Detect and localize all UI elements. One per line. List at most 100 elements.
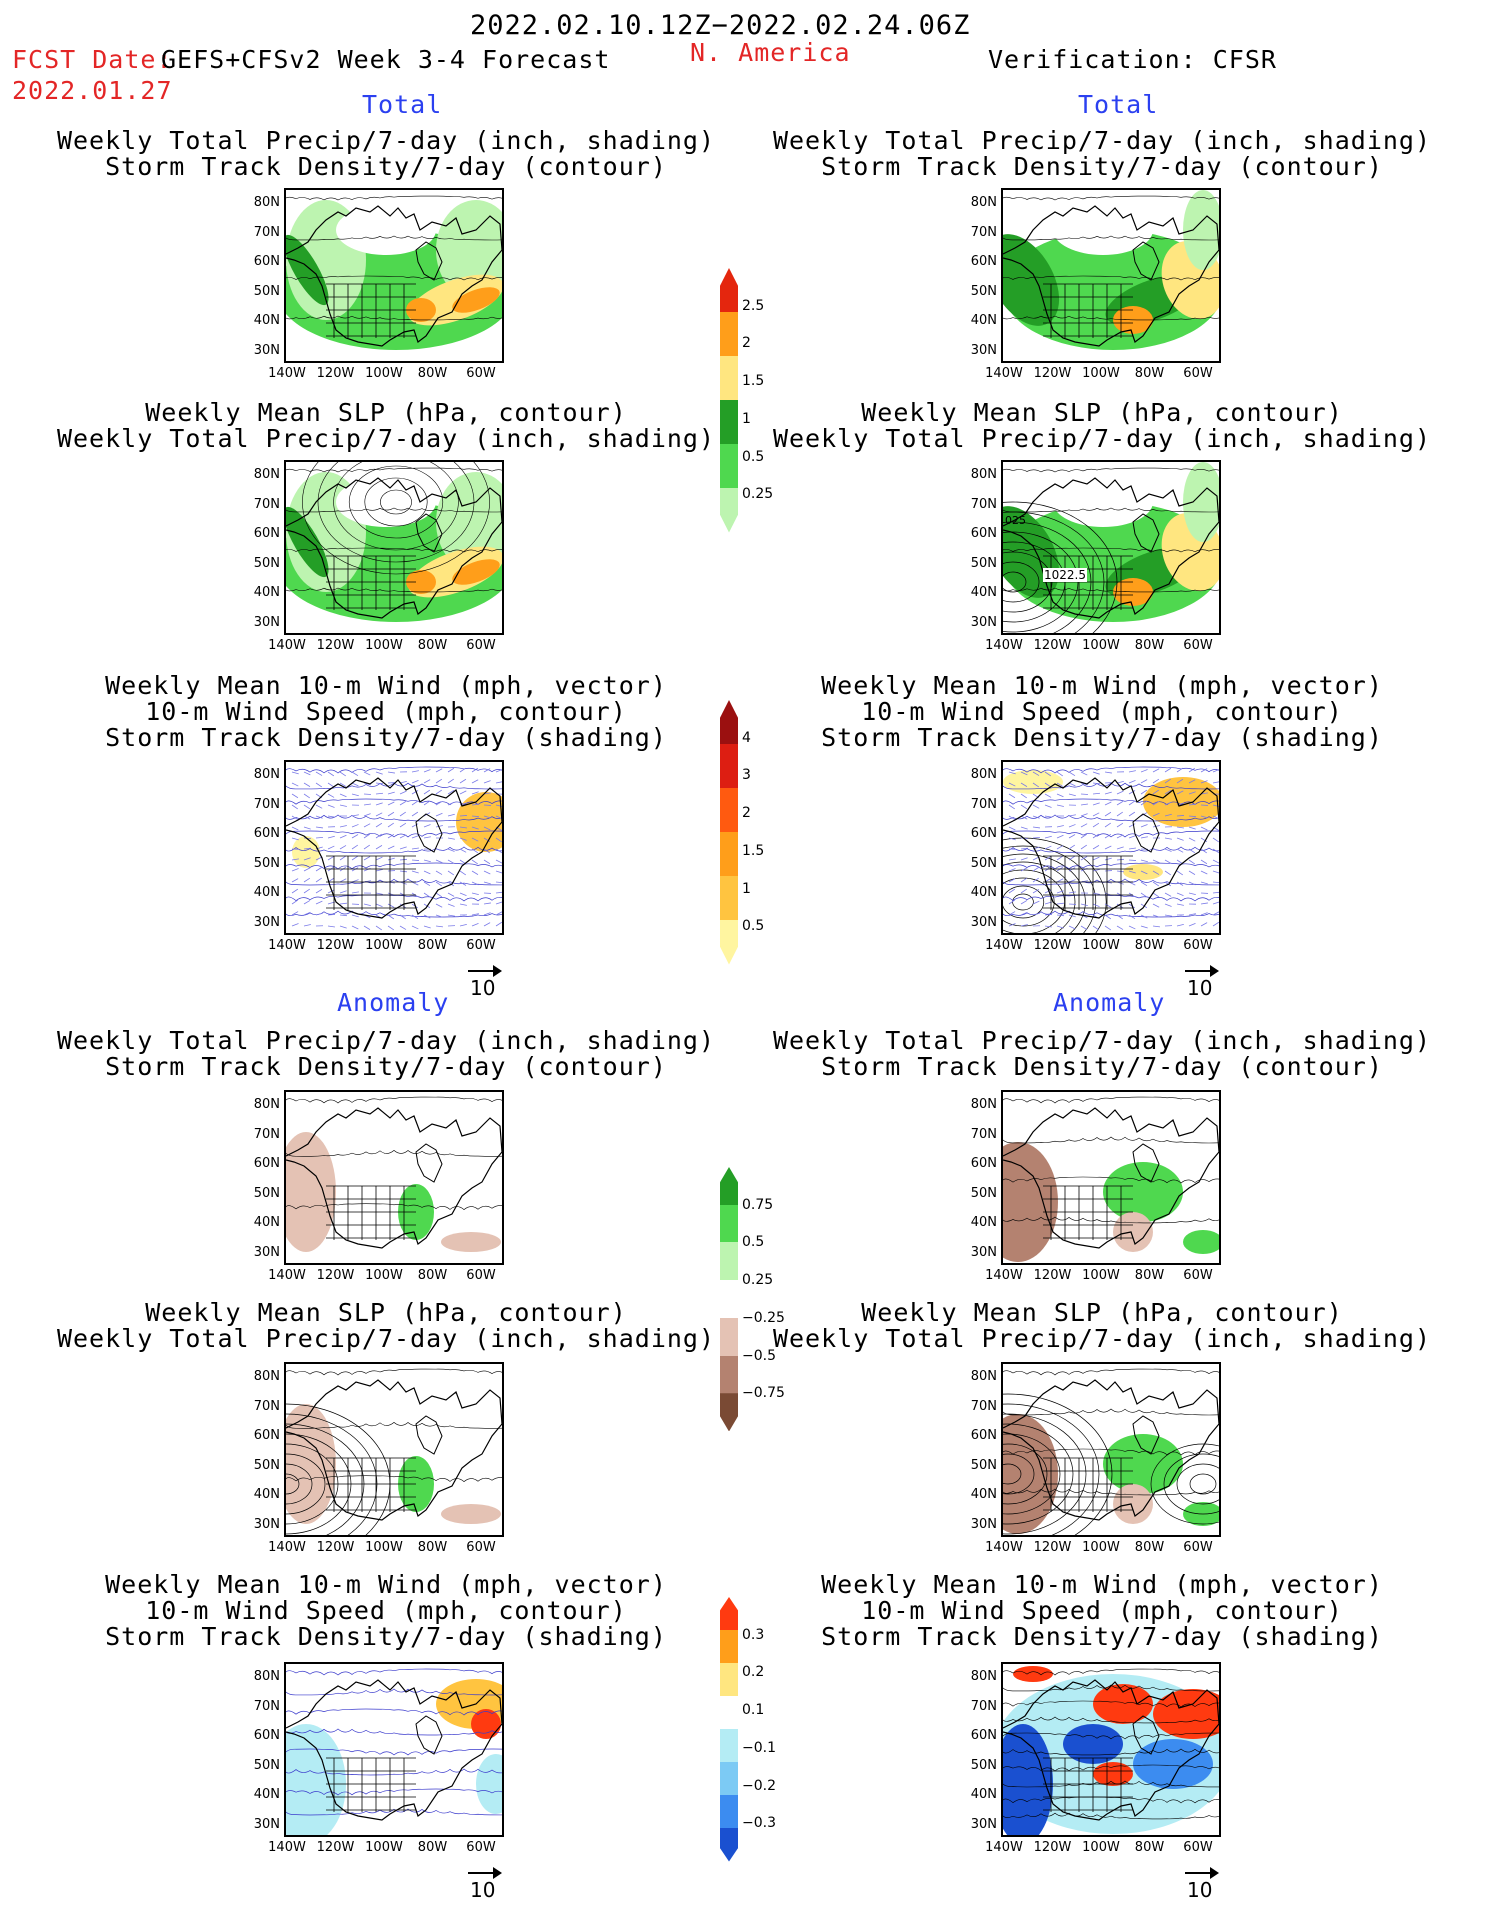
colorbar-label: 0.75 (742, 1196, 774, 1213)
colorbar-label: 0.3 (742, 1626, 765, 1643)
fcst-date-label: FCST Date: (12, 45, 173, 74)
map-canvas (1003, 1096, 1219, 1262)
lon-tick-label: 60W (1183, 1540, 1213, 1555)
map-canvas (286, 1096, 502, 1252)
vector-ref-arrow (468, 965, 502, 977)
lat-tick-label: 80N (253, 1097, 280, 1112)
colorbar-label: 0.5 (742, 918, 765, 935)
map-canvas (286, 1368, 502, 1535)
colorbar-label: −0.5 (742, 1347, 776, 1364)
lat-tick-label: 70N (970, 496, 997, 512)
map-canvas (286, 766, 502, 931)
lat-tick-label: 50N (253, 855, 280, 871)
lat-tick-label: 40N (253, 885, 280, 900)
colorbar-label: 0.25 (742, 486, 774, 503)
slp-contour-label: 1022.5 (1043, 568, 1087, 582)
lat-tick-label: 70N (970, 796, 997, 812)
map-canvas (1003, 1368, 1219, 1535)
colorbar-precip_total (720, 268, 738, 533)
lat-tick-label: 30N (253, 342, 280, 358)
lon-tick-label: 60W (466, 1268, 496, 1283)
lon-tick-label: 80W (417, 1268, 448, 1283)
lon-tick-label: 120W (316, 638, 355, 653)
colorbar-cell (720, 1696, 738, 1730)
map-fcst-total-precip (284, 188, 504, 363)
lat-tick-label: 40N (970, 1787, 997, 1802)
panel-title-verif-total-slp: Weekly Mean SLP (hPa, contour) Weekly Tot… (772, 398, 1432, 453)
lat-tick-label: 80N (253, 767, 280, 782)
lat-tick-label: 80N (253, 1369, 280, 1384)
lon-tick-label: 80W (1134, 366, 1165, 381)
lat-tick-label: 80N (970, 195, 997, 210)
colorbar-label: 1.5 (742, 842, 765, 859)
map-canvas (286, 462, 502, 622)
colorbar-label: 0.2 (742, 1664, 765, 1681)
anomaly-label-right: Anomaly (1053, 988, 1166, 1017)
map-fcst-anom-slp (284, 1362, 504, 1537)
colorbar-label: 0.25 (742, 1272, 774, 1289)
colorbar-label: 0.5 (742, 448, 765, 465)
lat-tick-label: 80N (253, 467, 280, 482)
lat-tick-label: 50N (253, 555, 280, 571)
colorbar-cell (720, 832, 738, 877)
lat-tick-label: 30N (253, 914, 280, 930)
lat-tick-label: 50N (970, 1457, 997, 1473)
colorbar-label: 2.5 (742, 297, 765, 314)
lon-tick-label: 120W (316, 366, 355, 381)
lat-tick-label: 60N (970, 1428, 997, 1443)
lat-tick-label: 80N (970, 1669, 997, 1684)
colorbar-label: 2 (742, 335, 751, 352)
colorbar-label: 1 (742, 880, 751, 897)
map-fcst-total-slp (284, 460, 504, 635)
lon-tick-label: 80W (1134, 938, 1165, 953)
colorbar-label: 4 (742, 729, 751, 746)
lat-tick-label: 60N (970, 254, 997, 269)
lat-tick-label: 30N (253, 1516, 280, 1532)
colorbar-label: 0.1 (742, 1702, 765, 1719)
map-canvas (1003, 190, 1219, 350)
lon-tick-label: 60W (1183, 1840, 1213, 1855)
lat-tick-label: 40N (970, 1215, 997, 1230)
lon-tick-label: 60W (1183, 366, 1213, 381)
total-label-right: Total (1078, 90, 1159, 119)
map-verif-anom-precip (1001, 1090, 1221, 1265)
region-title: N. America (690, 38, 851, 67)
colorbar-cell (720, 1317, 738, 1357)
colorbar-cell (720, 356, 738, 401)
lon-tick-label: 120W (1033, 938, 1072, 953)
panel-title-fcst-total-slp: Weekly Mean SLP (hPa, contour) Weekly Tot… (56, 398, 716, 453)
lon-tick-label: 140W (268, 938, 306, 953)
colorbar-cell (720, 312, 738, 357)
vector-ref-label: 10 (470, 976, 496, 1000)
lon-tick-label: 120W (1033, 638, 1072, 653)
lat-tick-label: 70N (253, 1126, 280, 1142)
verification-title: Verification: CFSR (988, 45, 1277, 74)
lon-tick-label: 60W (466, 366, 496, 381)
lon-tick-label: 120W (1033, 1268, 1072, 1283)
lon-tick-label: 100W (1082, 638, 1120, 653)
lon-tick-label: 140W (985, 1840, 1023, 1855)
lat-tick-label: 30N (970, 1516, 997, 1532)
lon-tick-label: 140W (985, 938, 1023, 953)
colorbar-label: −0.3 (742, 1815, 776, 1832)
panel-title-fcst-anom-wind: Weekly Mean 10-m Wind (mph, vector) 10-m … (105, 1570, 667, 1651)
lat-tick-label: 50N (970, 1185, 997, 1201)
colorbar-cell (720, 744, 738, 789)
vector-ref-arrow (1185, 1867, 1219, 1879)
map-canvas (1003, 462, 1219, 633)
colorbar-cell (720, 444, 738, 489)
lat-tick-label: 70N (970, 1398, 997, 1414)
lat-tick-label: 60N (253, 254, 280, 269)
lat-tick-label: 50N (970, 555, 997, 571)
colorbar-label: −0.2 (742, 1777, 776, 1794)
lat-tick-label: 70N (253, 224, 280, 240)
lon-tick-label: 60W (1183, 1268, 1213, 1283)
colorbar-cell (720, 1795, 738, 1829)
lon-tick-label: 140W (268, 1540, 306, 1555)
lon-tick-label: 100W (1082, 1268, 1120, 1283)
colorbar-cell (720, 1204, 738, 1243)
lat-tick-label: 60N (253, 1428, 280, 1443)
lat-tick-label: 50N (970, 1757, 997, 1773)
map-verif-anom-wind (1001, 1662, 1221, 1837)
lon-tick-label: 140W (985, 1268, 1023, 1283)
